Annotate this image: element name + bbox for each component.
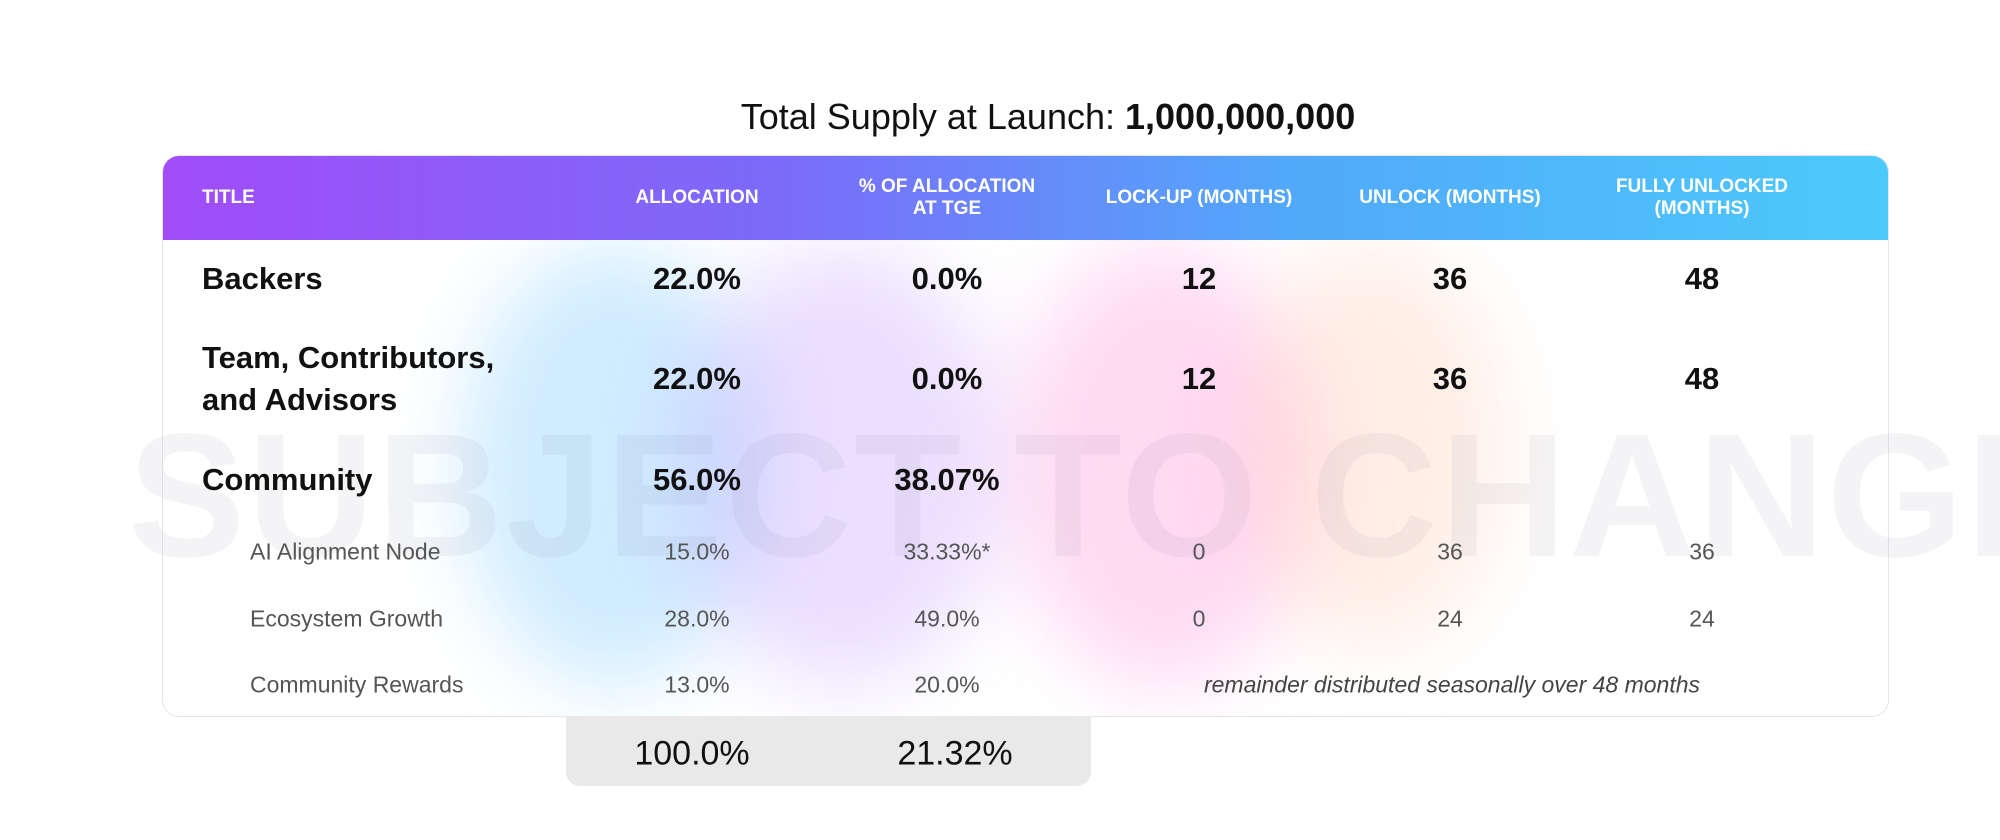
total-tge: 21.32% [897,734,1013,773]
watermark: SUBJECT TO CHANGE [128,398,2000,594]
unlock-cell: 36 [1432,261,1468,296]
decor-blob [1013,246,1313,686]
full-cell: 24 [1689,605,1715,632]
tge-cell: 33.33%* [903,538,991,565]
table-header: TITLE ALLOCATION % OF ALLOCATION AT TGE … [163,156,1888,240]
unlock-cell: 24 [1437,605,1463,632]
tge-cell: 0.0% [911,361,983,396]
col-title: TITLE [202,187,255,208]
tge-cell: 38.07% [894,462,1000,497]
col-allocation: ALLOCATION [635,187,759,208]
total-allocation: 100.0% [634,734,750,773]
distribution-note: remainder distributed seasonally over 48… [1203,671,1701,698]
subrow-title: AI Alignment Node [250,538,441,565]
lockup-cell: 12 [1181,261,1217,296]
row-title: Community [202,462,373,497]
subrow-title: Community Rewards [250,671,464,698]
allocation-cell: 56.0% [653,462,741,497]
decor-blob [463,246,763,686]
decor-blob [1243,246,1503,646]
col-lockup: LOCK-UP (MONTHS) [1105,187,1293,208]
col-tge: % OF ALLOCATION AT TGE [858,176,1036,219]
decor-blob [683,246,1003,686]
allocation-cell: 28.0% [664,605,730,632]
tge-cell: 0.0% [911,261,983,296]
lockup-cell: 12 [1181,361,1217,396]
unlock-cell: 36 [1432,361,1468,396]
page-title: Total Supply at Launch: 1,000,000,000 [740,96,1356,137]
tge-cell: 20.0% [914,671,980,698]
full-cell: 48 [1684,261,1720,296]
col-unlock: UNLOCK (MONTHS) [1359,187,1541,208]
allocation-cell: 15.0% [664,538,730,565]
full-cell: 48 [1684,361,1720,396]
lockup-cell: 0 [1192,605,1206,632]
tge-cell: 49.0% [914,605,980,632]
lockup-cell: 0 [1192,538,1206,565]
row-title: Backers [202,261,323,296]
full-cell: 36 [1689,538,1715,565]
tokenomics-table: TITLE ALLOCATION % OF ALLOCATION AT TGE … [163,156,1888,716]
allocation-cell: 22.0% [653,261,741,296]
row-title: Team, Contributors, and Advisors [202,340,495,417]
unlock-cell: 36 [1437,538,1463,565]
allocation-cell: 13.0% [664,671,730,698]
subrow-title: Ecosystem Growth [250,605,443,632]
totals-row [566,716,1091,786]
allocation-cell: 22.0% [653,361,741,396]
col-fully-unlocked: FULLY UNLOCKED (MONTHS) [1615,176,1789,219]
